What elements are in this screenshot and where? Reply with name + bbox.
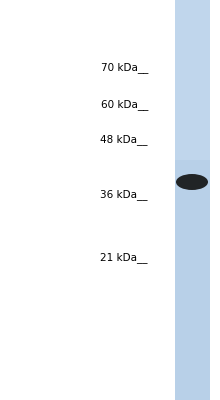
Text: 70 kDa__: 70 kDa__ xyxy=(101,62,148,74)
Text: 21 kDa__: 21 kDa__ xyxy=(101,252,148,264)
Bar xyxy=(175,0,210,160)
Bar xyxy=(175,0,210,400)
Text: 36 kDa__: 36 kDa__ xyxy=(101,190,148,200)
Ellipse shape xyxy=(176,174,208,190)
Text: 60 kDa__: 60 kDa__ xyxy=(101,100,148,110)
Text: 48 kDa__: 48 kDa__ xyxy=(101,134,148,146)
